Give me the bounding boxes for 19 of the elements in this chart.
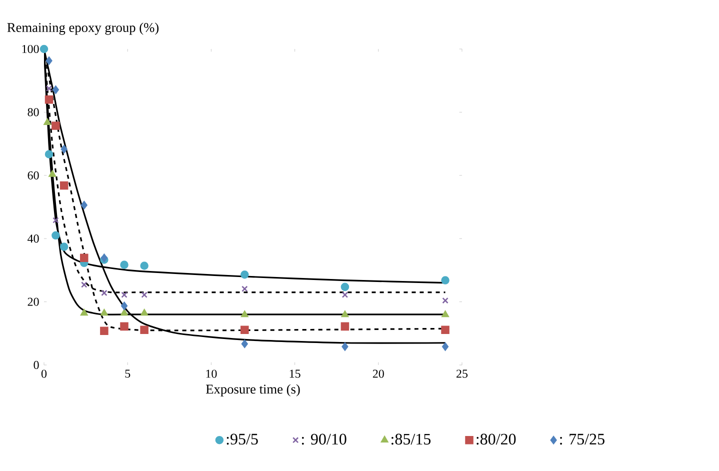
legend-label: :85/15	[392, 434, 431, 445]
legend-label: :80/20	[476, 434, 516, 445]
x-tick-label: 10	[206, 370, 217, 378]
y-tick-label: 0	[34, 360, 39, 370]
x-tick-label: 5	[125, 370, 130, 378]
y-axis-title: Remaining epoxy group (%)	[7, 22, 159, 35]
y-tick-label: 20	[28, 298, 39, 306]
x-tick-label: 15	[290, 370, 300, 378]
legend-label: :95/5	[226, 434, 258, 445]
x-axis-title: Exposure time (s)	[206, 384, 300, 396]
x-tick-label: 25	[456, 370, 468, 378]
y-tick-label: 40	[28, 234, 39, 243]
y-tick-label: 80	[28, 108, 39, 116]
y-tick-label: 100	[22, 44, 39, 54]
legend-label: : 90/10	[302, 434, 346, 445]
y-tick-label: 60	[28, 171, 39, 180]
legend-label: : 75/25	[560, 434, 604, 445]
x-tick-label: 20	[372, 370, 384, 378]
x-tick-label: 0	[41, 370, 47, 378]
